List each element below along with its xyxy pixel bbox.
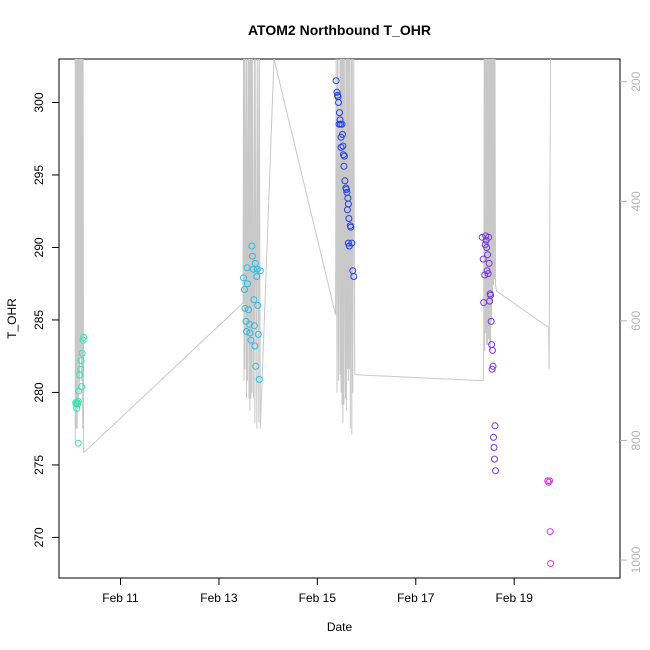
y-tick-label: 300	[32, 92, 46, 112]
y-tick-label: 285	[32, 310, 46, 330]
right-tick-label: 400	[629, 191, 643, 211]
y-axis-label: T_OHR	[5, 298, 19, 339]
data-point	[490, 444, 498, 451]
data-point	[74, 400, 82, 408]
x-tick-label: Feb 19	[496, 591, 534, 605]
data-point	[341, 177, 349, 185]
data-point	[243, 264, 251, 272]
x-tick-label: Feb 11	[102, 591, 139, 605]
data-point	[489, 346, 496, 354]
y-axis-right: 200 400 600 800 1000	[620, 71, 643, 573]
gray-line	[74, 59, 552, 453]
data-point	[483, 244, 491, 251]
data-point	[344, 239, 352, 247]
data-points	[72, 77, 555, 567]
data-point	[484, 251, 492, 259]
data-point	[487, 317, 495, 325]
data-point	[78, 349, 86, 357]
data-point	[484, 270, 492, 278]
right-tick-label: 600	[629, 311, 643, 331]
data-point	[336, 109, 343, 117]
data-point	[340, 162, 348, 170]
data-point	[79, 336, 87, 344]
data-point	[340, 152, 348, 160]
data-point	[546, 528, 554, 536]
data-point	[347, 223, 355, 231]
data-point	[255, 375, 263, 383]
y-tick-label: 270	[32, 527, 46, 547]
data-point	[253, 273, 261, 280]
y-tick-label: 295	[32, 165, 46, 185]
data-point	[338, 120, 346, 128]
data-point	[252, 362, 260, 370]
data-point	[241, 304, 249, 312]
data-point	[488, 365, 496, 373]
data-point	[243, 328, 250, 335]
data-point	[545, 478, 553, 486]
data-point	[245, 306, 252, 314]
data-point	[479, 255, 487, 263]
right-tick-label: 200	[629, 71, 643, 91]
data-point	[489, 362, 497, 370]
data-point	[80, 333, 88, 341]
data-point	[248, 242, 256, 250]
gray-line-series	[74, 59, 552, 453]
data-point	[546, 477, 554, 485]
y-tick-label: 275	[32, 455, 46, 475]
data-point	[247, 336, 255, 344]
right-tick-label: 800	[629, 430, 643, 450]
data-point	[246, 329, 254, 337]
data-point	[492, 467, 499, 475]
data-point	[248, 252, 256, 260]
data-point	[348, 239, 356, 247]
data-point	[250, 296, 258, 304]
data-point	[244, 280, 251, 288]
data-point	[344, 200, 352, 208]
data-point	[332, 77, 340, 85]
data-point	[485, 233, 493, 241]
y-tick-label: 290	[32, 237, 46, 257]
data-point	[78, 383, 86, 391]
data-point	[339, 130, 346, 138]
data-point	[342, 186, 350, 193]
data-point	[245, 320, 253, 328]
x-tick-label: Feb 17	[397, 591, 435, 605]
data-point	[339, 142, 347, 150]
data-point	[74, 397, 82, 405]
data-point	[333, 88, 341, 96]
data-point	[491, 455, 498, 463]
y-tick-label: 280	[32, 382, 46, 402]
data-point	[336, 116, 344, 124]
data-point	[485, 259, 493, 267]
x-axis-label: Date	[327, 620, 353, 634]
data-point	[250, 322, 258, 330]
data-point	[251, 342, 259, 350]
chart-title: ATOM2 Northbound T_OHR	[248, 22, 431, 38]
data-point	[254, 302, 262, 309]
data-point	[544, 477, 552, 485]
data-point	[335, 99, 342, 106]
x-tick-label: Feb 15	[299, 591, 337, 605]
data-point	[345, 215, 353, 222]
data-point	[77, 365, 85, 373]
data-point	[487, 291, 495, 299]
data-point	[256, 267, 264, 275]
data-point	[74, 439, 82, 447]
x-tick-label: Feb 13	[200, 591, 238, 605]
data-point	[77, 357, 85, 364]
data-point	[339, 151, 347, 159]
data-point	[241, 286, 248, 293]
data-point	[240, 274, 247, 282]
y-axis-left: 270 275 280 285 290 295 300	[32, 92, 59, 547]
x-axis: Feb 11 Feb 13 Feb 15 Feb 17 Feb 19	[102, 578, 533, 605]
data-point	[254, 330, 262, 338]
data-point	[491, 422, 499, 430]
data-point	[547, 560, 555, 567]
data-point	[490, 433, 497, 441]
right-tick-label: 1000	[629, 546, 643, 573]
data-point	[337, 143, 345, 151]
data-point	[483, 267, 491, 275]
data-point	[350, 273, 358, 280]
